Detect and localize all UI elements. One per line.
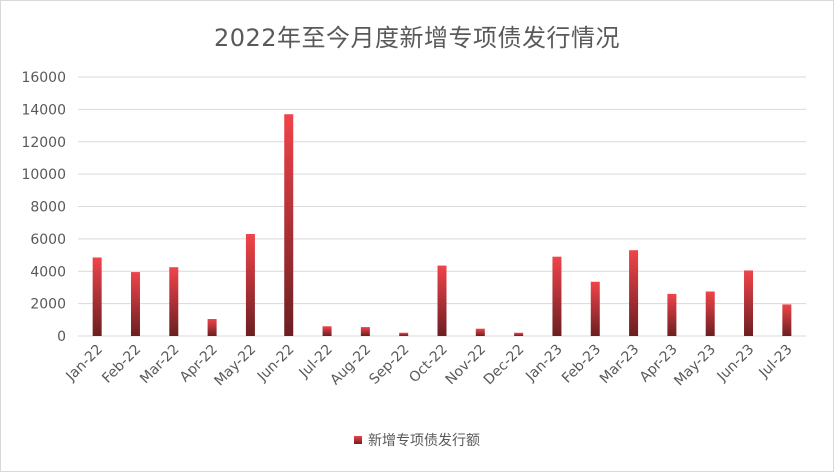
bar-Mar-23 [629,250,639,336]
y-tick-label: 16000 [21,70,66,86]
bar-Feb-23 [590,281,600,336]
bar-Oct-22 [437,265,447,336]
y-tick-label: 6000 [30,232,66,248]
x-tick-label: Feb-23 [559,342,604,387]
bar-Apr-23 [667,293,677,336]
bar-Dec-22 [514,332,524,336]
y-axis-ticks: 0 2000 4000 6000 8000 10000 12000 14000 16000 [21,70,66,345]
legend-label: 新增专项债发行额 [368,433,480,449]
legend: 新增专项债发行额 [0,430,834,450]
legend-swatch [354,436,362,444]
x-tick-label: Aug-22 [327,342,374,389]
x-axis-ticks: Jan-22Feb-22Mar-22Apr-22May-22Jun-22Jul-… [63,342,796,390]
x-tick-label: Jun-22 [254,342,298,386]
x-tick-label: Jul-23 [756,342,796,382]
bar-Jan-22 [92,257,102,336]
x-tick-label: Sep-22 [366,342,412,388]
bar-Jan-23 [552,256,562,336]
bar-Sep-22 [399,332,409,336]
bar-Aug-22 [360,327,370,336]
y-tick-label: 4000 [30,264,66,280]
y-tick-label: 8000 [30,200,66,216]
y-tick-label: 10000 [21,167,66,183]
bar-Jul-22 [322,326,332,336]
y-tick-label: 14000 [21,102,66,118]
x-tick-label: May-23 [671,342,719,390]
x-tick-label: Feb-22 [99,342,144,387]
x-tick-label: Mar-22 [137,342,183,388]
y-tick-label: 2000 [30,297,66,313]
x-tick-label: Nov-22 [443,342,490,389]
bar-Apr-22 [207,319,217,336]
x-tick-label: May-22 [211,342,259,390]
chart-title: 2022年至今月度新增专项债发行情况 [213,24,621,52]
bar-Nov-22 [475,328,485,336]
bar-Jun-22 [284,114,294,336]
x-tick-label: Mar-23 [597,342,643,388]
bar-Feb-22 [130,272,140,336]
bar-May-22 [245,234,255,336]
bar-May-23 [705,291,715,336]
x-tick-label: Jun-23 [714,342,758,386]
bar-Jul-23 [782,304,792,336]
x-tick-label: Jan-22 [63,342,106,385]
bar-Jun-23 [744,270,754,336]
x-tick-label: Dec-22 [481,342,528,389]
y-tick-label: 12000 [21,135,66,151]
y-tick-label: 0 [57,329,66,345]
x-tick-label: Jan-23 [522,342,565,385]
bars [92,114,792,336]
bar-Mar-22 [169,267,179,336]
